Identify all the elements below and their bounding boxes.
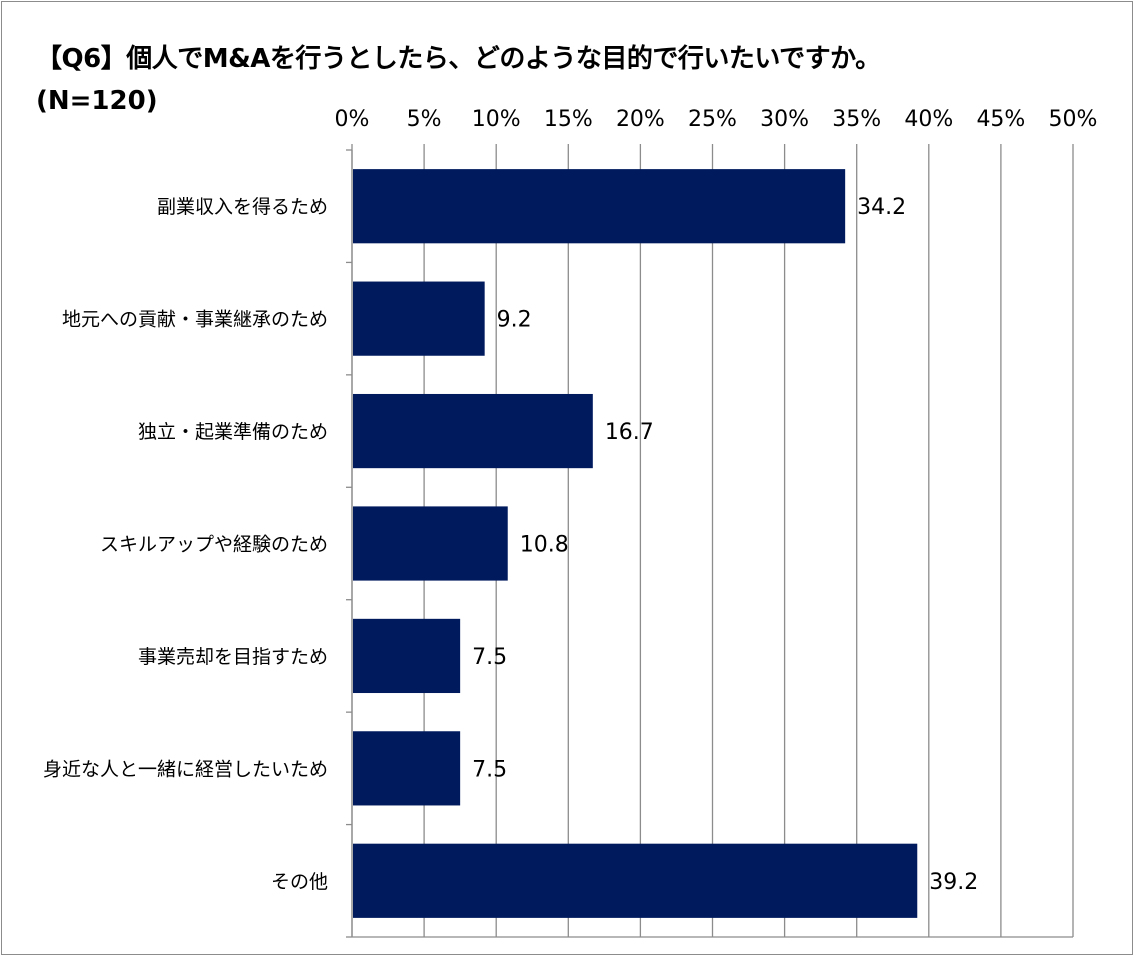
x-tick-label: 20% xyxy=(616,107,665,132)
x-tick-label: 15% xyxy=(544,107,593,132)
x-tick-label: 5% xyxy=(407,107,442,132)
bar xyxy=(353,731,461,806)
bar xyxy=(353,393,593,469)
value-label: 34.2 xyxy=(857,195,906,220)
category-label: その他 xyxy=(271,871,328,893)
category-label: 副業収入を得るため xyxy=(157,196,328,218)
bar xyxy=(353,506,508,581)
value-label: 16.7 xyxy=(605,420,654,445)
value-label: 9.2 xyxy=(497,308,532,333)
category-label: スキルアップや経験のため xyxy=(100,534,328,556)
value-label: 10.8 xyxy=(520,533,569,558)
x-tick-label: 40% xyxy=(904,107,953,132)
x-tick-label: 10% xyxy=(472,107,521,132)
x-tick-label: 0% xyxy=(335,107,370,132)
x-tick-label: 45% xyxy=(976,107,1025,132)
bar xyxy=(353,169,846,244)
category-label: 地元への貢献・事業継承のため xyxy=(62,309,328,331)
x-tick-label: 25% xyxy=(688,107,737,132)
category-label: 独立・起業準備のため xyxy=(138,421,328,443)
x-tick-label: 35% xyxy=(832,107,881,132)
bar xyxy=(353,843,918,918)
chart-subtitle: (N=120) xyxy=(36,86,158,116)
value-label: 7.5 xyxy=(472,645,507,670)
bar xyxy=(353,281,485,356)
chart-title: 【Q6】個人でM&Aを行うとしたら、どのような目的で行いたいですか。 xyxy=(36,44,881,74)
bar xyxy=(353,618,461,694)
x-tick-label: 50% xyxy=(1049,107,1098,132)
category-label: 事業売却を目指すため xyxy=(138,646,328,668)
value-label: 39.2 xyxy=(929,870,978,895)
x-tick-label: 30% xyxy=(760,107,809,132)
value-label: 7.5 xyxy=(472,757,507,782)
category-label: 身近な人と一緒に経営したいため xyxy=(43,758,328,780)
